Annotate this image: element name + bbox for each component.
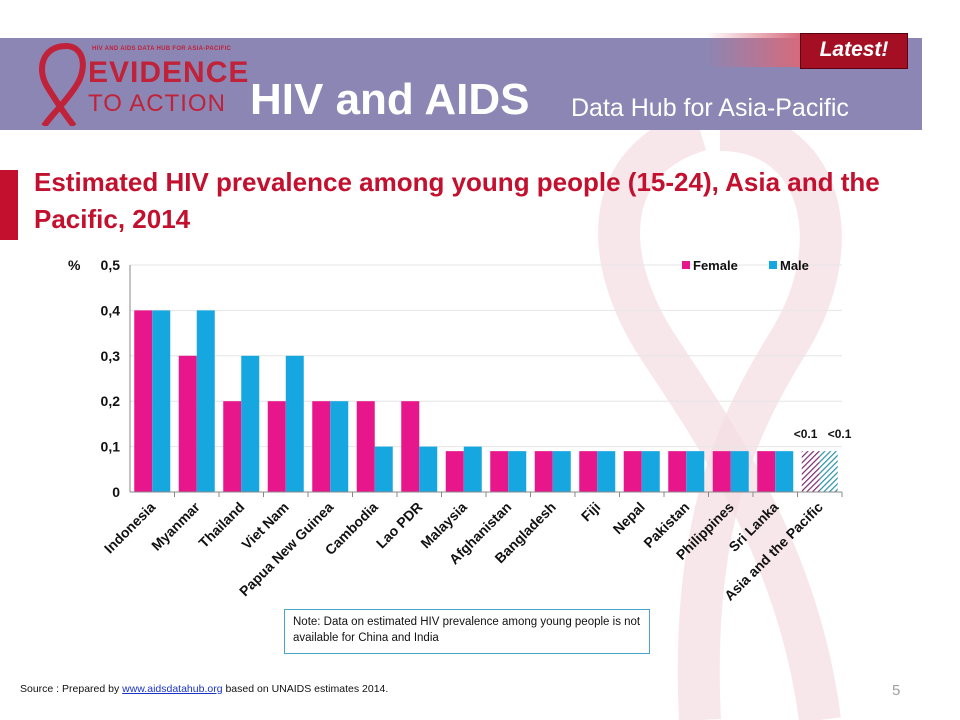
bar-female — [134, 310, 153, 492]
y-axis-label: % — [68, 257, 81, 273]
bar-female — [401, 401, 420, 492]
bar-male — [552, 451, 571, 492]
bar-female — [801, 451, 820, 492]
bar-male — [152, 310, 171, 492]
bar-male — [463, 446, 482, 492]
bar-female — [668, 451, 687, 492]
page-number: 5 — [892, 682, 901, 699]
source-suffix: based on UNAIDS estimates 2014. — [222, 683, 389, 695]
x-tick-label: Lao PDR — [373, 499, 426, 552]
title-accent-bar — [0, 170, 18, 240]
logo-tagline: HIV AND AIDS DATA HUB FOR ASIA-PACIFIC — [92, 46, 232, 52]
y-tick-label: 0,5 — [101, 257, 121, 273]
x-tick-label: Nepal — [610, 499, 648, 537]
bar-male — [775, 451, 794, 492]
logo-evidence: EVIDENCE — [88, 56, 250, 89]
bar-female — [757, 451, 776, 492]
bar-male — [285, 355, 304, 492]
bar-female — [623, 451, 642, 492]
bar-male — [819, 451, 838, 492]
bar-female — [579, 451, 598, 492]
legend-label-male: Male — [780, 258, 809, 273]
note-box: Note: Data on estimated HIV prevalence a… — [284, 609, 650, 654]
x-tick-label: Fiji — [578, 499, 604, 525]
legend-swatch-female — [682, 261, 690, 269]
y-tick-label: 0,1 — [101, 439, 121, 455]
ribbon-logo-icon — [39, 43, 86, 126]
bar-female — [178, 355, 197, 492]
latest-glow — [706, 33, 801, 67]
data-label: <0.1 — [828, 427, 852, 441]
x-tick-label: Indonesia — [101, 499, 159, 557]
slide-title: Estimated HIV prevalence among young peo… — [34, 167, 880, 234]
bar-female — [712, 451, 731, 492]
bar-female — [445, 451, 464, 492]
bar-male — [508, 451, 527, 492]
legend-label-female: Female — [693, 258, 738, 273]
logo-to-action: TO ACTION — [88, 90, 226, 117]
hub-title: HIV and AIDS — [250, 75, 530, 124]
y-tick-label: 0,2 — [101, 393, 121, 409]
bar-female — [490, 451, 509, 492]
bar-female — [312, 401, 331, 492]
bar-male — [196, 310, 215, 492]
source-prefix: Source : Prepared by — [20, 683, 123, 695]
y-tick-label: 0,3 — [101, 348, 121, 364]
bar-male — [374, 446, 393, 492]
bar-female — [267, 401, 286, 492]
hub-subtitle: Data Hub for Asia-Pacific — [571, 94, 849, 122]
y-tick-label: 0 — [112, 484, 120, 500]
bar-male — [330, 401, 349, 492]
bar-male — [419, 446, 438, 492]
source-link[interactable]: www.aidsdatahub.org — [122, 683, 223, 695]
bar-male — [730, 451, 749, 492]
bar-male — [686, 451, 705, 492]
x-tick-label: Myanmar — [148, 498, 203, 553]
bar-chart: 00,10,20,30,40,5%IndonesiaMyanmarThailan… — [68, 257, 852, 604]
bar-male — [597, 451, 616, 492]
y-tick-label: 0,4 — [101, 302, 121, 318]
legend-swatch-male — [769, 261, 777, 269]
bar-female — [534, 451, 553, 492]
bar-female — [223, 401, 242, 492]
bar-female — [356, 401, 375, 492]
bar-male — [241, 355, 260, 492]
data-label: <0.1 — [794, 427, 818, 441]
bar-male — [641, 451, 660, 492]
source-line: Source : Prepared by www.aidsdatahub.org… — [20, 683, 388, 695]
latest-badge[interactable]: Latest! — [800, 33, 908, 69]
